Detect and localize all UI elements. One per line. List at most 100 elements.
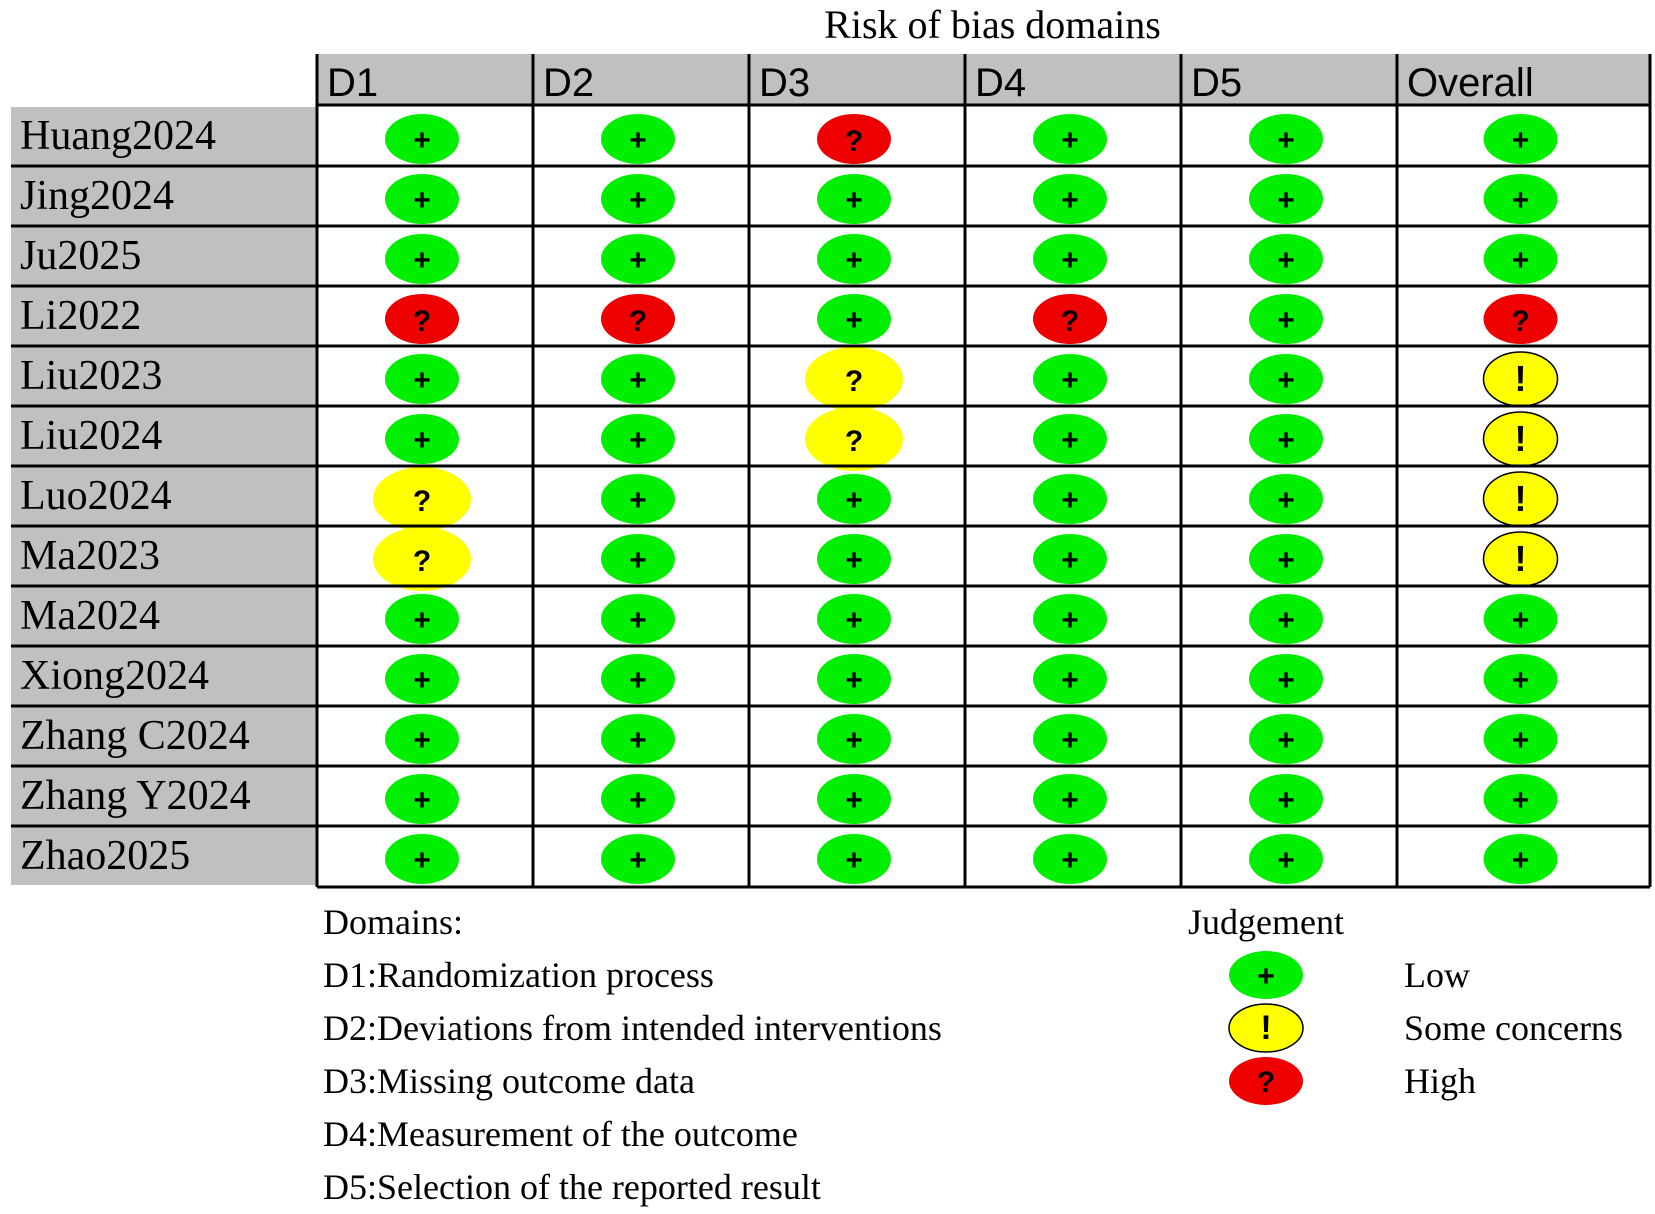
judgement-label-some-concerns: Some concerns [1404, 1008, 1623, 1048]
judgement-mark [601, 774, 675, 824]
column-header-overall: Overall [1407, 61, 1534, 105]
judgement-symbol: + [413, 184, 431, 217]
judgement-symbol: + [1277, 724, 1295, 757]
judgement-mark [1033, 654, 1107, 704]
judgement-mark [1249, 294, 1323, 344]
judgement-symbol: + [413, 664, 431, 697]
judgement-symbol: + [629, 484, 647, 517]
domain-legend-d5: D5:Selection of the reported result [323, 1167, 821, 1207]
judgement-symbol: + [1277, 304, 1295, 337]
judgement-mark [1033, 354, 1107, 404]
legend-symbol-low: + [1257, 960, 1275, 993]
judgement-mark [817, 834, 891, 884]
judgement-legend-title: Judgement [1188, 902, 1344, 942]
column-header-d1: D1 [327, 61, 378, 105]
judgement-symbol: + [1277, 664, 1295, 697]
judgement-symbol: + [1061, 424, 1079, 457]
judgement-mark [373, 467, 471, 531]
judgement-symbol: + [845, 784, 863, 817]
chart-title: Risk of bias domains [824, 2, 1161, 47]
judgement-symbol: + [413, 724, 431, 757]
judgement-mark [601, 354, 675, 404]
judgement-mark [1483, 714, 1558, 764]
judgement-symbol: + [413, 364, 431, 397]
study-label: Huang2024 [20, 113, 216, 159]
judgement-mark [1249, 234, 1323, 284]
judgement-symbol: + [1277, 184, 1295, 217]
judgement-label-high: High [1404, 1061, 1476, 1101]
judgement-symbol: + [629, 424, 647, 457]
judgement-mark [601, 714, 675, 764]
judgement-symbol: + [1277, 604, 1295, 637]
judgement-mark [1249, 714, 1323, 764]
judgement-mark [1033, 714, 1107, 764]
judgement-symbol: + [1061, 844, 1079, 877]
judgement-symbol: + [845, 184, 863, 217]
study-label-background [11, 767, 317, 825]
judgement-symbol: + [1061, 244, 1079, 277]
judgement-symbol: + [1512, 724, 1530, 757]
judgement-label-low: Low [1404, 955, 1470, 995]
study-label: Li2022 [20, 293, 141, 339]
study-label: Zhang Y2024 [20, 773, 251, 819]
judgement-symbol: + [1277, 484, 1295, 517]
study-label: Ju2025 [20, 233, 141, 279]
judgement-mark [601, 174, 675, 224]
judgement-mark [1033, 474, 1107, 524]
judgement-symbol: + [845, 664, 863, 697]
judgement-mark [601, 834, 675, 884]
judgement-symbol: + [629, 184, 647, 217]
domains-legend-title: Domains: [323, 902, 463, 942]
judgement-symbol: + [1061, 544, 1079, 577]
legend-symbol-high: ? [1257, 1066, 1275, 1099]
judgement-symbol: + [1277, 544, 1295, 577]
judgement-symbol: + [845, 244, 863, 277]
judgement-mark [373, 527, 471, 591]
judgement-mark [385, 174, 459, 224]
judgement-mark [817, 294, 891, 344]
judgement-symbol: + [1277, 424, 1295, 457]
judgement-mark [805, 407, 903, 471]
study-label-background [11, 707, 317, 765]
judgement-mark [1483, 234, 1558, 284]
judgement-symbol: + [1512, 844, 1530, 877]
judgement-symbol: + [845, 604, 863, 637]
judgement-symbol: + [1277, 364, 1295, 397]
study-label: Luo2024 [20, 473, 172, 519]
domain-legend-d1: D1:Randomization process [323, 955, 714, 995]
judgement-mark [1249, 114, 1323, 164]
judgement-symbol: ? [845, 425, 863, 458]
judgement-symbol: ? [1511, 305, 1529, 338]
judgement-symbol: + [1512, 784, 1530, 817]
legend-mark-high [1229, 1057, 1303, 1105]
judgement-mark [1249, 594, 1323, 644]
judgement-symbol: + [1061, 484, 1079, 517]
domain-legend-d2: D2:Deviations from intended intervention… [323, 1008, 942, 1048]
judgement-symbol: + [629, 124, 647, 157]
judgement-mark [1249, 354, 1323, 404]
study-label-background [11, 587, 317, 645]
judgement-mark [1249, 534, 1323, 584]
judgement-mark [1249, 174, 1323, 224]
judgement-mark [817, 534, 891, 584]
column-header-d3: D3 [759, 61, 810, 105]
judgement-symbol: ? [413, 545, 431, 578]
judgement-mark [601, 474, 675, 524]
column-header-d4: D4 [975, 61, 1026, 105]
judgement-mark [385, 654, 459, 704]
judgement-symbol: + [1061, 724, 1079, 757]
judgement-symbol: + [1061, 664, 1079, 697]
judgement-symbol: ? [845, 365, 863, 398]
judgement-mark [817, 234, 891, 284]
column-header-d2: D2 [543, 61, 594, 105]
study-label: Zhao2025 [20, 833, 190, 879]
judgement-mark [1033, 114, 1107, 164]
judgement-mark [1483, 834, 1558, 884]
judgement-mark [817, 174, 891, 224]
judgement-symbol: + [1512, 184, 1530, 217]
judgement-symbol: ! [1515, 478, 1527, 519]
judgement-symbol: + [629, 604, 647, 637]
judgement-mark [1033, 774, 1107, 824]
column-header-d5: D5 [1191, 61, 1242, 105]
judgement-symbol: + [845, 544, 863, 577]
